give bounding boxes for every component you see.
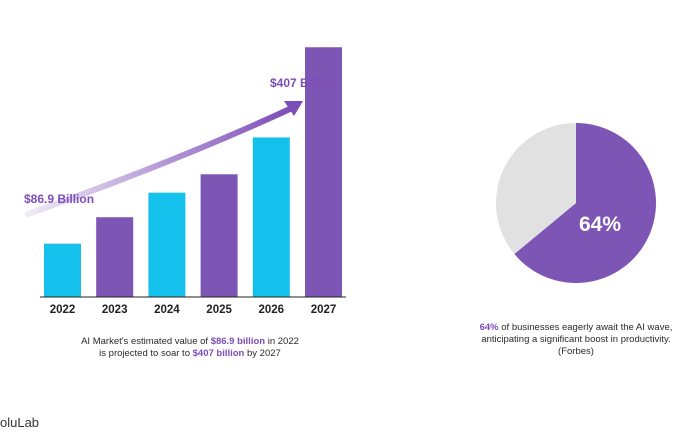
survey-caption-line-2: anticipating a significant boost in prod… bbox=[481, 334, 671, 345]
growth-arrow-head bbox=[284, 101, 303, 116]
survey-caption-line-1: 64% of businesses eagerly await the AI w… bbox=[460, 322, 692, 334]
caption-text: AI Market's estimated value of bbox=[81, 336, 211, 347]
end-value-label: $407 Billion bbox=[270, 76, 337, 90]
x-tick-label-2026: 2026 bbox=[259, 304, 285, 316]
growth-arrow bbox=[25, 105, 295, 217]
bar-2027 bbox=[305, 47, 342, 297]
x-tick-label-2023: 2023 bbox=[102, 304, 128, 316]
bar-2023 bbox=[96, 217, 134, 297]
pie-slice-awaiting bbox=[514, 123, 656, 283]
x-tick-label-2024: 2024 bbox=[154, 304, 180, 316]
caption-text: is projected to soar to bbox=[99, 348, 193, 359]
pie-slice-remainder bbox=[496, 123, 576, 254]
bar-2026 bbox=[252, 137, 290, 297]
bar-2024 bbox=[148, 192, 186, 297]
start-value-label: $86.9 Billion bbox=[24, 192, 94, 206]
survey-caption-line-3: (Forbes) bbox=[558, 346, 594, 357]
x-tick-label-2027: 2027 bbox=[311, 304, 337, 316]
bar-2022 bbox=[44, 243, 81, 297]
pie-slice-label: 64% bbox=[579, 213, 621, 236]
survey-caption: 64% of businesses eagerly await the AI w… bbox=[460, 322, 692, 358]
caption-text: by 2027 bbox=[244, 348, 281, 359]
caption-highlight: $86.9 billion bbox=[210, 336, 266, 347]
caption-highlight: 64% bbox=[479, 322, 499, 333]
caption-highlight: $407 billion bbox=[192, 348, 245, 359]
market-caption-line-2: is projected to soar to $407 billion by … bbox=[40, 348, 340, 360]
x-tick-label-2025: 2025 bbox=[206, 304, 232, 316]
caption-text: in 2022 bbox=[265, 336, 299, 347]
caption-text: of businesses eagerly await the AI wave, bbox=[498, 322, 673, 333]
market-caption-line-1: AI Market's estimated value of $86.9 bil… bbox=[40, 336, 340, 348]
x-tick-label-2022: 2022 bbox=[50, 304, 76, 316]
brand-logo-text: oluLab bbox=[0, 415, 40, 430]
bar-2025 bbox=[200, 174, 238, 297]
market-caption: AI Market's estimated value of $86.9 bil… bbox=[40, 336, 340, 360]
